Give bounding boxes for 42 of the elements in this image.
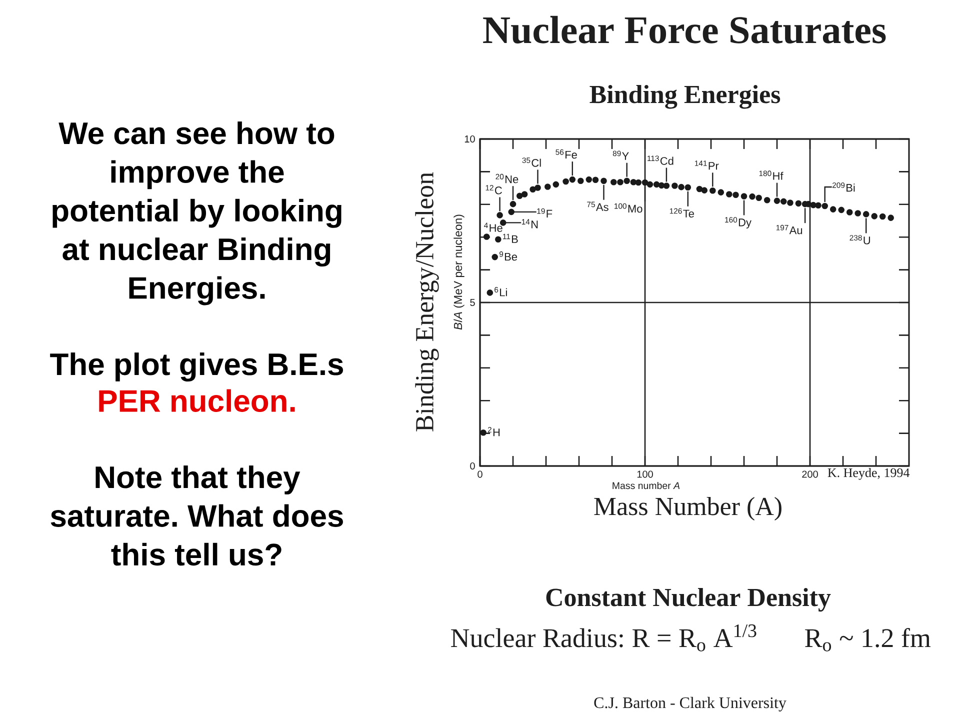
annotation: $^{113}$Cd — [648, 156, 674, 165]
text: The plot gives B.E.s — [50, 352, 344, 382]
annotation: $^{35}$Cl — [522, 158, 541, 167]
text: C.J. Barton - Clark University — [594, 696, 786, 712]
annotation: $^{238}$U — [850, 235, 870, 244]
annotation: $^{89}$Y — [612, 150, 629, 160]
annotation: $^{20}$Ne — [496, 174, 518, 184]
annotation: $^{180}$Hf — [759, 170, 784, 180]
text: Binding Energy/Nucleon — [415, 172, 439, 432]
annotation: $^{141}$Pr — [694, 160, 719, 170]
x-axis-title: Mass number A — [612, 482, 680, 490]
chart-subtitle: Binding Energies — [590, 84, 780, 109]
annotation: $^{11}$B — [503, 234, 518, 243]
annotation: $^{9}$Be — [499, 251, 518, 261]
annotation: $^{12}$C — [486, 185, 502, 194]
annotation: $^{75}$As — [587, 202, 608, 211]
annotation: $^{197}$Au — [776, 224, 802, 234]
annotation: $^{4}$He — [484, 222, 502, 232]
text: K. Heyde, 1994 — [828, 468, 910, 480]
chart-title: Nuclear Force Saturates — [483, 16, 886, 44]
text: Nuclear Radius: R = R$_{o}$ A$^{1/3}$ — [451, 624, 756, 652]
annotation: $^{100}$Mo — [614, 203, 642, 213]
y-tick-label: 5 — [470, 299, 475, 306]
annotation: $^{6}$Li — [494, 287, 507, 296]
x-tick-label: 200 — [802, 470, 818, 478]
annotation: $^{2}$H — [488, 427, 500, 436]
annotation: $^{19}$F — [537, 208, 552, 218]
annotation: $^{14}$N — [522, 219, 538, 228]
text: Mass Number (A) — [594, 496, 782, 521]
annotation: $^{56}$Fe — [556, 149, 577, 159]
text: R$_{o}$ ~ 1.2 fm — [805, 628, 931, 652]
x-tick-label: 100 — [637, 470, 653, 478]
y-tick-label: 10 — [464, 135, 475, 143]
text: Note that they saturate. What does this tell us? — [50, 466, 343, 566]
text: We can see how to improve the potential by looking at nuclear Binding Energies. — [52, 122, 342, 306]
text: PER nucleon. — [99, 389, 295, 412]
x-tick-label: 0 — [478, 470, 482, 478]
annotation: $^{126}$Te — [670, 208, 694, 218]
annotation: $^{160}$Dy — [725, 217, 752, 228]
annotation: $^{209}$Bi — [832, 182, 855, 192]
y-tick-label: 0 — [470, 462, 475, 470]
text: Constant Nuclear Density — [546, 588, 831, 612]
